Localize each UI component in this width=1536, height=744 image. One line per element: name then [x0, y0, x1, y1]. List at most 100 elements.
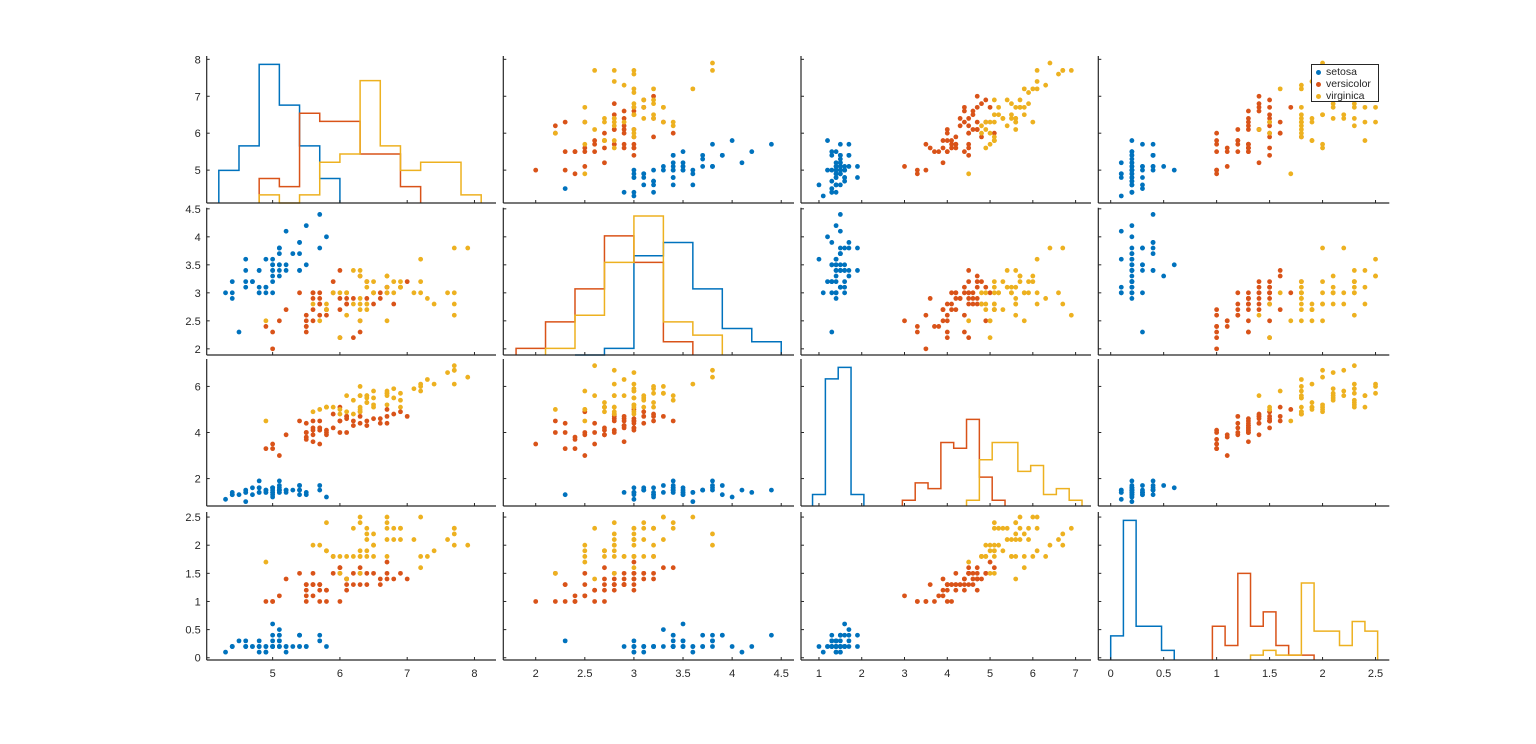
data-point-setosa — [1129, 160, 1135, 166]
data-point-virginica — [660, 104, 666, 110]
data-point-setosa — [243, 279, 249, 285]
data-point-setosa — [1140, 268, 1145, 273]
data-point-versicolor — [961, 149, 967, 155]
data-point-setosa — [1140, 164, 1145, 169]
data-point-setosa — [243, 490, 249, 495]
data-point-virginica — [660, 119, 666, 125]
data-point-versicolor — [1235, 420, 1241, 426]
data-point-virginica — [391, 290, 397, 296]
data-point-virginica — [1298, 290, 1304, 296]
data-point-setosa — [820, 193, 826, 199]
data-point-virginica — [1288, 171, 1294, 177]
data-point-virginica — [966, 318, 972, 324]
data-point-virginica — [991, 554, 997, 559]
data-point-versicolor — [391, 411, 397, 417]
data-point-versicolor — [621, 439, 627, 445]
data-point-virginica — [987, 335, 993, 341]
data-point-virginica — [364, 284, 370, 290]
data-point-virginica — [1009, 101, 1014, 107]
data-point-virginica — [651, 542, 656, 548]
data-point-versicolor — [562, 430, 568, 435]
data-point-setosa — [670, 632, 676, 638]
data-point-setosa — [1129, 234, 1135, 240]
data-point-setosa — [769, 632, 774, 638]
data-point-setosa — [631, 175, 637, 180]
data-point-virginica — [991, 134, 997, 140]
data-point-setosa — [700, 156, 706, 162]
data-point-virginica — [1068, 312, 1074, 318]
data-point-versicolor — [923, 346, 929, 352]
data-point-setosa — [837, 152, 843, 158]
data-point-setosa — [837, 141, 843, 147]
data-point-virginica — [1013, 554, 1019, 559]
data-point-setosa — [1140, 262, 1145, 268]
data-point-virginica — [1013, 531, 1019, 537]
data-point-versicolor — [1267, 296, 1272, 301]
data-point-virginica — [337, 554, 343, 559]
data-point-virginica — [582, 119, 588, 125]
data-point-setosa — [1129, 171, 1135, 177]
data-point-virginica — [1298, 116, 1304, 121]
data-point-setosa — [690, 490, 696, 495]
data-point-setosa — [283, 649, 289, 655]
data-point-versicolor — [1224, 149, 1230, 155]
data-point-virginica — [384, 554, 390, 559]
data-point-versicolor — [974, 93, 980, 99]
data-point-versicolor — [631, 582, 637, 587]
data-point-setosa — [283, 262, 289, 268]
data-point-virginica — [1060, 531, 1066, 537]
data-point-versicolor — [651, 411, 656, 417]
data-point-virginica — [602, 138, 607, 143]
data-point-virginica — [337, 570, 343, 576]
data-point-virginica — [1013, 127, 1019, 132]
data-point-setosa — [270, 490, 276, 495]
data-point-setosa — [283, 644, 289, 649]
data-point-virginica — [552, 570, 558, 576]
data-point-versicolor — [602, 130, 607, 136]
data-point-setosa — [303, 262, 309, 268]
data-point-versicolor — [377, 420, 383, 426]
data-point-versicolor — [357, 582, 363, 587]
data-point-versicolor — [1214, 427, 1220, 433]
data-point-versicolor — [944, 582, 950, 587]
data-point-virginica — [631, 104, 637, 110]
data-point-setosa — [855, 164, 860, 169]
data-point-virginica — [651, 86, 656, 92]
data-point-setosa — [670, 638, 676, 644]
data-point-versicolor — [317, 599, 323, 604]
data-point-virginica — [398, 537, 403, 542]
data-point-versicolor — [602, 599, 607, 604]
data-point-setosa — [829, 279, 835, 285]
data-point-versicolor — [953, 587, 959, 593]
data-point-virginica — [1004, 525, 1010, 531]
data-point-versicolor — [979, 101, 984, 107]
data-point-versicolor — [631, 416, 637, 422]
y-tick-label: 4 — [195, 428, 201, 440]
data-point-virginica — [384, 537, 390, 542]
data-point-virginica — [431, 381, 437, 387]
data-point-setosa — [833, 262, 839, 268]
data-point-setosa — [690, 167, 696, 173]
data-point-versicolor — [940, 593, 946, 599]
data-point-setosa — [236, 492, 242, 498]
data-point-setosa — [829, 178, 835, 184]
data-point-versicolor — [602, 582, 607, 587]
y-tick-label: 3 — [195, 288, 201, 300]
data-point-versicolor — [1267, 413, 1272, 419]
data-point-virginica — [350, 525, 356, 531]
data-point-setosa — [833, 273, 839, 279]
data-point-versicolor — [670, 130, 676, 136]
x-tick-label: 0 — [1108, 668, 1114, 680]
data-point-virginica — [1068, 68, 1074, 73]
data-point-setosa — [1150, 167, 1156, 173]
data-point-setosa — [317, 483, 323, 488]
data-point-setosa — [739, 487, 745, 493]
data-point-versicolor — [1267, 112, 1272, 118]
data-point-versicolor — [357, 329, 363, 335]
data-point-versicolor — [303, 329, 309, 335]
data-point-setosa — [1150, 478, 1156, 484]
data-point-virginica — [1298, 284, 1304, 290]
data-point-virginica — [1351, 363, 1357, 369]
data-point-virginica — [1030, 273, 1036, 279]
data-point-virginica — [324, 548, 329, 554]
